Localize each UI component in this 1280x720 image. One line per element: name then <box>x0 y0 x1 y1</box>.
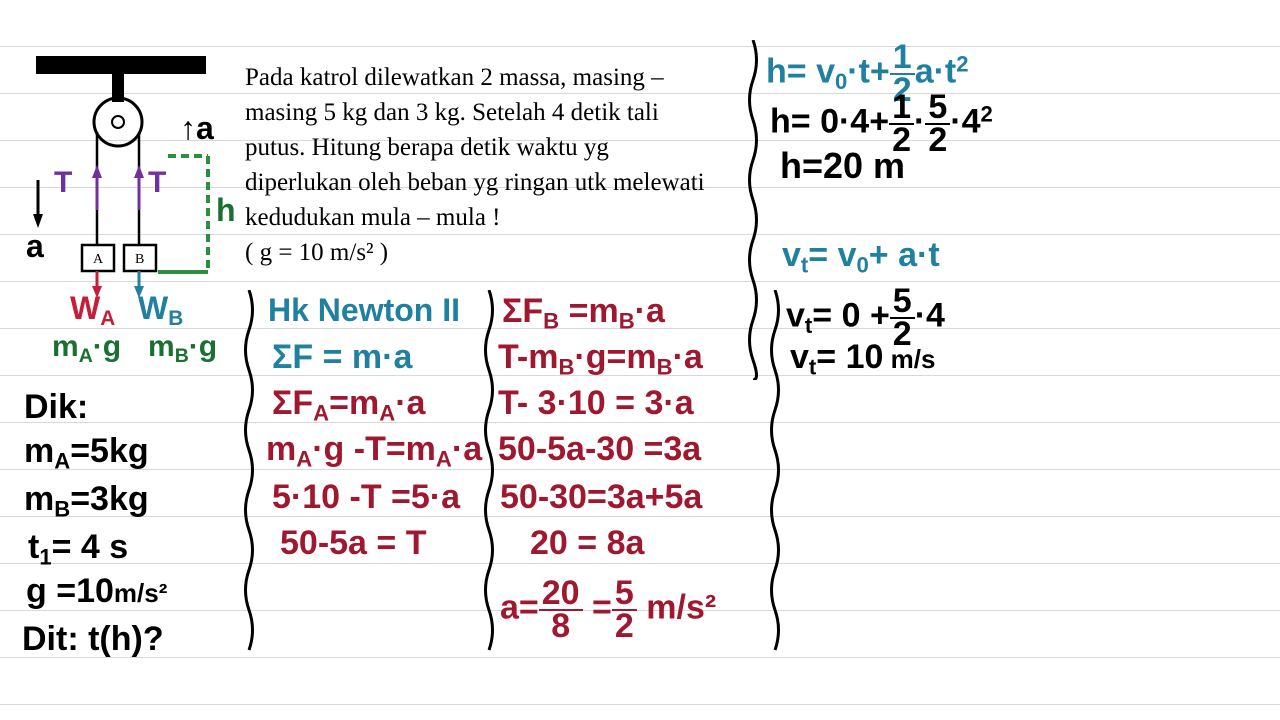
separator-4 <box>746 40 760 380</box>
dik-label: Dik: <box>24 388 88 427</box>
label-WA: WA <box>70 290 115 331</box>
c2-l5: 50-30=3a+5a <box>500 478 702 517</box>
c2-l4: 50-5a-30 =3a <box>498 430 701 469</box>
label-mBg: mB·g <box>148 330 217 368</box>
c2-l6: 20 = 8a <box>530 524 644 563</box>
c3-l6: vt= 10 m/s <box>790 338 935 381</box>
g-value: g =10m/s² <box>26 572 167 611</box>
label-h: h <box>216 192 236 229</box>
c2-l3: T- 3·10 = 3·a <box>498 384 694 423</box>
label-T-B: T <box>148 166 166 200</box>
separator-3 <box>768 290 782 660</box>
mB-value: mB=3kg <box>24 480 149 523</box>
c1-l5: 50-5a = T <box>280 524 426 563</box>
c1-l3: mA·g -T=mA·a <box>266 430 482 473</box>
label-a-left: a <box>26 228 44 265</box>
svg-text:B: B <box>135 252 144 267</box>
problem-statement: Pada katrol dilewatkan 2 massa, masing –… <box>245 60 715 270</box>
c3-l3: h=20 m <box>780 145 905 187</box>
svg-text:A: A <box>93 252 104 267</box>
label-a-up: ↑a <box>180 110 214 147</box>
t1-value: t1= 4 s <box>28 528 128 571</box>
pulley-svg: A B <box>30 50 240 360</box>
label-mAg: mA·g <box>52 330 121 368</box>
pulley-diagram: A B T T ↑a a h <box>30 50 240 360</box>
newton-title: Hk Newton II <box>268 292 460 329</box>
label-WB: WB <box>138 290 183 331</box>
label-T-A: T <box>54 166 72 200</box>
mA-value: mA=5kg <box>24 432 149 475</box>
c3-l4: vt= v0+ a·t <box>782 236 940 279</box>
c1-l4: 5·10 -T =5·a <box>272 478 460 517</box>
separator-2 <box>482 290 496 660</box>
c1-l2: ΣFA=mA·a <box>272 384 425 427</box>
separator-1 <box>242 290 256 660</box>
c2-l2: T-mB·g=mB·a <box>498 338 703 381</box>
c1-l1: ΣF = m·a <box>272 338 412 377</box>
c2-l7: a=208 =52 m/s² <box>500 578 716 641</box>
c2-l1: ΣFB =mB·a <box>502 292 665 335</box>
dit-label: Dit: t(h)? <box>22 620 164 659</box>
